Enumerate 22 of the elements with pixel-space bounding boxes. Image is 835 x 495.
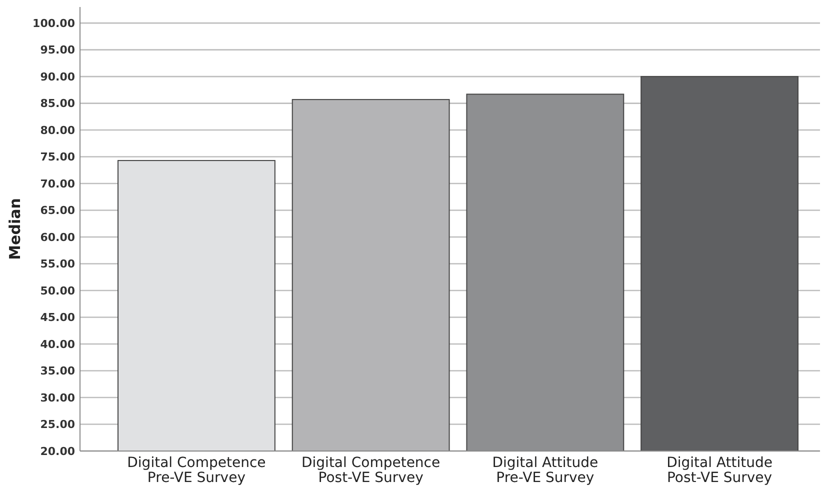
x-tick-label: Digital Competence Post-VE Survey [302,455,440,486]
y-tick-label: 50.00 [40,284,76,298]
y-tick-label: 75.00 [40,150,76,164]
y-tick-label: 60.00 [40,230,76,244]
y-tick-label: 25.00 [40,418,76,432]
y-tick-label: 55.00 [40,258,76,271]
y-tick-label: 90.00 [40,70,76,84]
y-axis-title: Median [6,198,24,260]
y-tick-label: 40.00 [40,338,76,351]
x-tick-label: Digital Competence Pre-VE Survey [127,455,266,486]
y-tick-label: 45.00 [40,311,76,324]
y-tick-label: 65.00 [40,204,76,218]
y-tick-label: 30.00 [40,391,76,404]
y-tick-label: 85.00 [40,97,76,110]
y-tick-label: 35.00 [40,364,76,378]
y-tick-label: 95.00 [40,44,76,57]
x-tick-label: Digital Attitude Pre-VE Survey [492,455,598,486]
x-tick-label: Digital Attitude Post-VE Survey [666,455,772,486]
y-tick-label: 70.00 [40,177,76,190]
y-tick-label: 100.00 [32,16,76,30]
y-tick-label: 80.00 [40,124,76,137]
y-tick-label: 20.00 [40,444,76,458]
